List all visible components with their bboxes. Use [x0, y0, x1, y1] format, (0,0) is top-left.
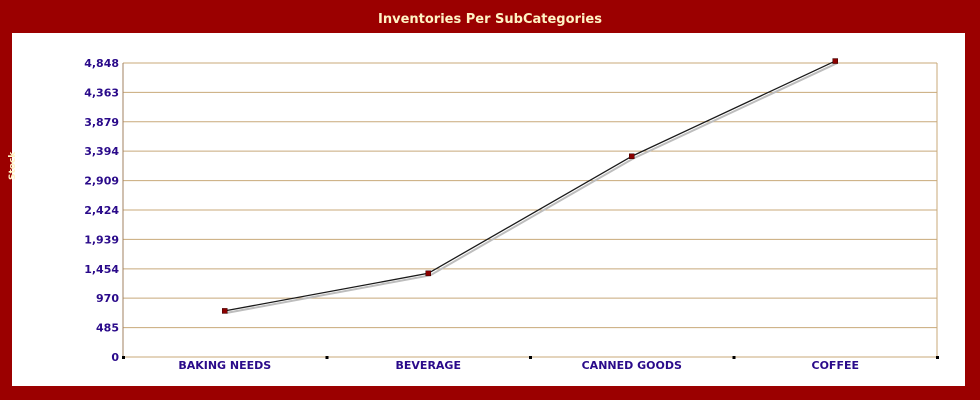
axis-layer: [122, 63, 939, 359]
x-tick-mark: [936, 356, 939, 359]
x-tick-mark: [122, 356, 125, 359]
label-layer: 0 485 970 1,454 1,939 2,424 2,909 3,394 3,879 4,3…: [84, 57, 859, 372]
data-point: [425, 270, 431, 277]
x-tick-label: CANNED GOODS: [582, 359, 682, 372]
y-tick-label: 3,394: [84, 145, 119, 158]
grid-layer: [123, 62, 938, 358]
chart-title: Inventories Per SubCategories: [378, 12, 602, 27]
y-tick-label: 1,454: [84, 263, 119, 276]
y-tick-label: 0: [111, 351, 119, 364]
series-line-shadow: [226, 62, 838, 314]
x-tick-label: COFFEE: [812, 359, 859, 372]
series-layer: [222, 58, 838, 314]
y-tick-label: 970: [96, 292, 119, 305]
x-tick-mark: [325, 356, 329, 359]
x-tick-label: BEVERAGE: [396, 359, 461, 372]
y-tick-label: 3,879: [84, 116, 119, 129]
y-tick-label: 4,363: [84, 86, 119, 99]
series-line: [224, 60, 836, 312]
y-tick-label: 4,848: [84, 57, 119, 70]
x-tick-mark: [732, 356, 736, 359]
y-tick-label: 2,424: [84, 204, 119, 217]
x-tick-label: BAKING NEEDS: [178, 359, 271, 372]
x-tick-mark: [529, 356, 532, 359]
y-tick-label: 2,909: [84, 175, 119, 188]
data-point: [832, 58, 838, 64]
data-point: [222, 308, 228, 314]
data-point: [629, 153, 635, 160]
y-tick-label: 1,939: [84, 233, 119, 246]
y-tick-label: 485: [96, 322, 119, 335]
